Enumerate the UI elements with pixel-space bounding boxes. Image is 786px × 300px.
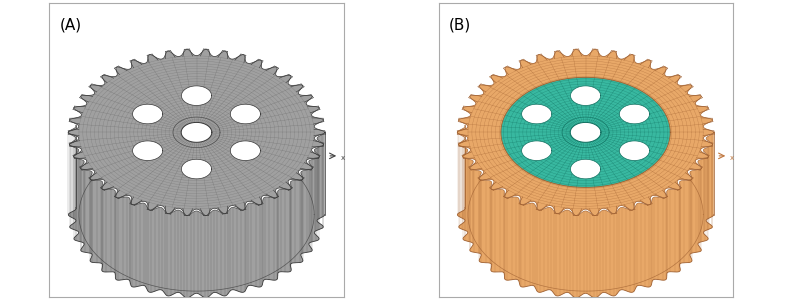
Polygon shape	[133, 104, 163, 124]
Text: x: x	[729, 155, 734, 161]
Polygon shape	[501, 77, 670, 188]
Polygon shape	[571, 159, 601, 179]
Text: (A): (A)	[60, 18, 82, 33]
Polygon shape	[230, 104, 260, 124]
Polygon shape	[457, 125, 714, 298]
Polygon shape	[457, 49, 714, 216]
Polygon shape	[182, 159, 211, 179]
Polygon shape	[68, 125, 325, 298]
Polygon shape	[182, 122, 211, 142]
Polygon shape	[571, 86, 601, 106]
Text: x: x	[340, 155, 345, 161]
Polygon shape	[522, 104, 552, 124]
Polygon shape	[230, 141, 260, 161]
Polygon shape	[619, 104, 649, 124]
Polygon shape	[522, 141, 552, 161]
Polygon shape	[68, 49, 325, 216]
Polygon shape	[571, 122, 601, 142]
Polygon shape	[182, 86, 211, 106]
Text: (B): (B)	[449, 18, 471, 33]
Polygon shape	[133, 141, 163, 161]
Polygon shape	[619, 141, 649, 161]
